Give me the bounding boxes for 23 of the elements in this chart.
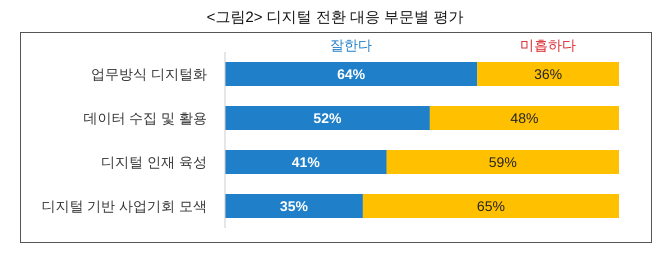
bar <box>362 194 619 218</box>
chart-title: <그림2> 디지털 전환 대응 부문별 평가 <box>206 8 464 28</box>
data-label: 48% <box>510 110 538 126</box>
bar <box>225 194 363 218</box>
series-label: 잘한다 <box>330 37 372 55</box>
data-label: 36% <box>534 66 562 82</box>
y-tick-label: 디지털 인재 육성 <box>101 154 207 170</box>
bar <box>225 62 478 86</box>
data-label: 64% <box>337 66 366 82</box>
data-label: 41% <box>292 154 320 170</box>
data-label: 65% <box>476 198 505 214</box>
bar <box>225 150 387 174</box>
data-label: 59% <box>488 154 517 170</box>
data-label: 52% <box>313 110 342 126</box>
y-tick-label: 업무방식 디지털화 <box>91 66 207 82</box>
bar <box>477 62 619 86</box>
bar <box>430 106 619 130</box>
y-tick-label: 디지털 기반 사업기회 모색 <box>41 198 207 214</box>
y-tick-label: 데이터 수집 및 활용 <box>83 110 207 126</box>
data-label: 35% <box>280 198 309 214</box>
bar <box>386 150 619 174</box>
bar <box>225 106 430 130</box>
series-label: 미흡하다 <box>520 37 576 55</box>
